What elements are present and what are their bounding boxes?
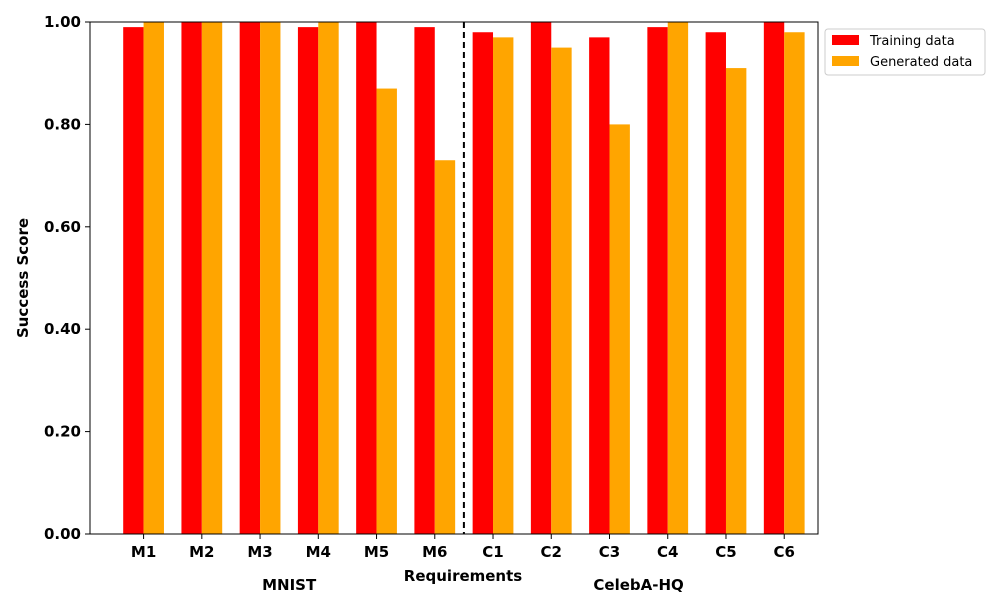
bar-training-m4 bbox=[297, 27, 319, 535]
x-tick-label-m4: M4 bbox=[306, 543, 331, 561]
bar-training-c6 bbox=[763, 22, 785, 534]
bar-generated-c4 bbox=[667, 22, 689, 534]
x-tick-label-c3: C3 bbox=[599, 543, 620, 561]
legend-label-generated: Generated data bbox=[870, 55, 972, 70]
bar-training-c3 bbox=[589, 37, 610, 535]
x-axis: M1 M2 M3 M4 M5 M6 C1 C2 C3 C4 C5 C6 bbox=[131, 534, 795, 561]
x-tick-label-m2: M2 bbox=[189, 543, 214, 561]
x-tick-label-c2: C2 bbox=[541, 543, 562, 561]
bars-layer bbox=[123, 22, 805, 535]
legend-swatch-generated bbox=[832, 56, 859, 66]
bar-generated-c6 bbox=[784, 32, 805, 535]
x-tick-label-c4: C4 bbox=[657, 543, 678, 561]
bar-generated-m5 bbox=[376, 88, 397, 534]
y-axis-label: Success Score bbox=[14, 218, 32, 338]
bar-training-m2 bbox=[181, 22, 202, 534]
y-tick-label: 0.20 bbox=[44, 423, 81, 441]
x-tick-label-m1: M1 bbox=[131, 543, 156, 561]
x-tick-label-c6: C6 bbox=[773, 543, 794, 561]
bar-training-m6 bbox=[414, 27, 435, 535]
bar-training-c1 bbox=[472, 32, 494, 535]
x-tick-label-c5: C5 bbox=[715, 543, 736, 561]
group-label-celeba-hq: CelebA-HQ bbox=[593, 576, 683, 594]
y-axis: 0.00 0.20 0.40 0.60 0.80 1.00 bbox=[44, 13, 90, 543]
legend-swatch-training bbox=[832, 35, 859, 45]
bar-training-m1 bbox=[123, 27, 144, 535]
bar-generated-c3 bbox=[609, 124, 630, 535]
bar-training-c5 bbox=[705, 32, 726, 535]
y-tick-label: 1.00 bbox=[44, 13, 81, 31]
bar-generated-m3 bbox=[260, 22, 281, 534]
bar-generated-m6 bbox=[434, 160, 456, 535]
legend-label-training: Training data bbox=[869, 34, 955, 49]
bar-generated-m2 bbox=[201, 22, 223, 534]
bar-generated-c1 bbox=[493, 37, 514, 535]
bar-training-m3 bbox=[239, 22, 261, 534]
x-tick-label-c1: C1 bbox=[482, 543, 503, 561]
plot-frame bbox=[89, 21, 819, 535]
y-tick-label: 0.40 bbox=[44, 320, 81, 338]
bar-training-c4 bbox=[647, 27, 668, 535]
y-tick-label: 0.80 bbox=[44, 115, 81, 133]
group-label-mnist: MNIST bbox=[262, 576, 317, 594]
bar-training-c2 bbox=[530, 22, 552, 534]
y-tick-label: 0.60 bbox=[44, 218, 81, 236]
bar-generated-m1 bbox=[143, 22, 164, 534]
legend-box bbox=[824, 28, 986, 76]
y-tick-label: 0.00 bbox=[44, 525, 81, 543]
legend: Training data Generated data bbox=[824, 28, 986, 76]
bar-generated-m4 bbox=[318, 22, 339, 534]
x-tick-label-m3: M3 bbox=[247, 543, 272, 561]
bar-generated-c2 bbox=[551, 47, 572, 534]
x-tick-label-m6: M6 bbox=[422, 543, 447, 561]
x-axis-label: Requirements bbox=[404, 567, 523, 585]
bar-generated-c5 bbox=[725, 68, 747, 534]
bar-training-m5 bbox=[356, 22, 377, 534]
x-tick-label-m5: M5 bbox=[364, 543, 389, 561]
